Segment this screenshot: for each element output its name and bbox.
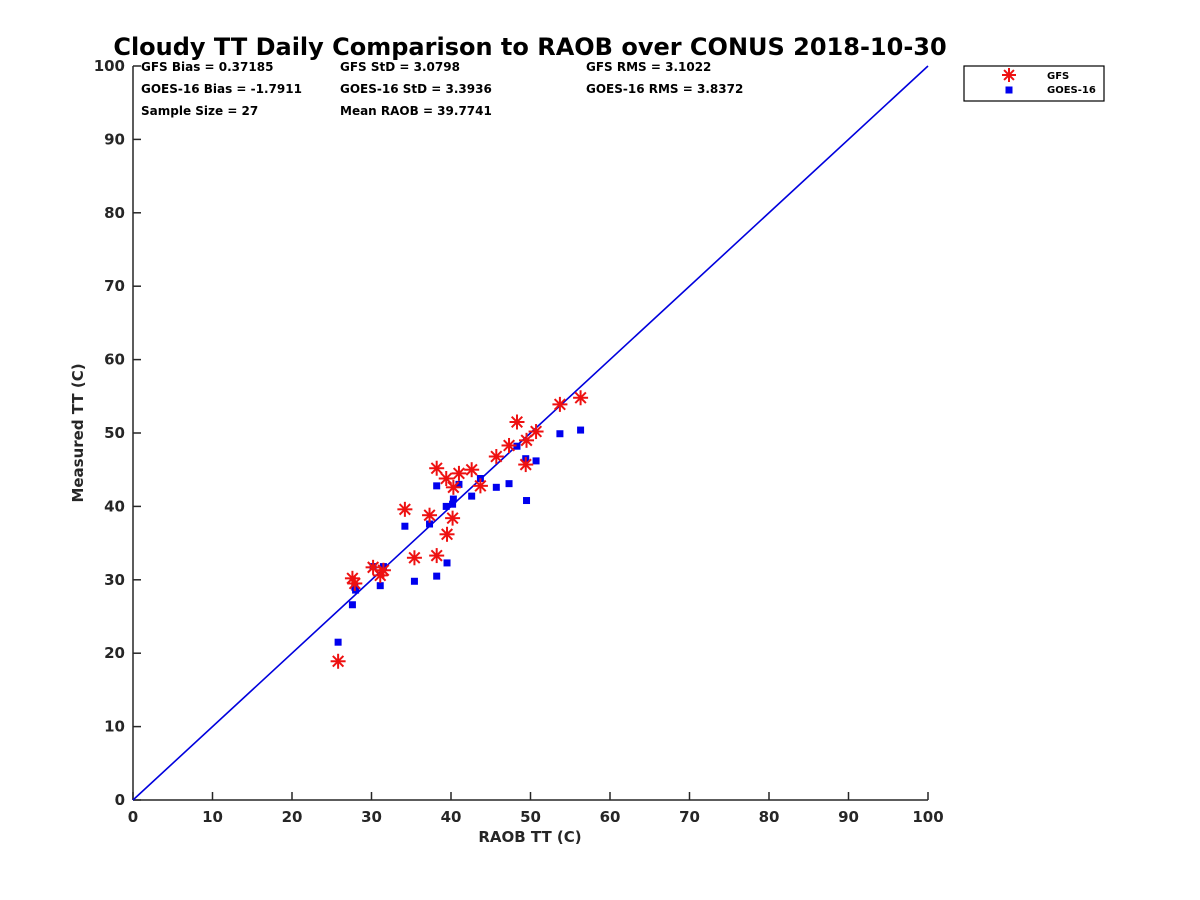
goes16-point xyxy=(455,480,463,488)
goes16-point xyxy=(492,483,500,491)
goes16-point xyxy=(556,430,564,438)
goes16-point xyxy=(443,559,451,567)
legend-marker-gfs xyxy=(1002,68,1016,82)
gfs-point xyxy=(518,457,534,473)
y-tick-label: 30 xyxy=(104,571,125,589)
gfs-point xyxy=(429,460,445,476)
goes16-point xyxy=(401,522,409,530)
one-to-one-line xyxy=(132,65,929,801)
goes16-point xyxy=(577,426,585,434)
goes16-point xyxy=(468,492,476,500)
chart-title: Cloudy TT Daily Comparison to RAOB over … xyxy=(113,33,946,61)
goes16-point xyxy=(376,582,384,590)
y-tick-label: 50 xyxy=(104,424,125,442)
goes16-point xyxy=(334,638,342,646)
gfs-point xyxy=(501,437,517,453)
gfs-point xyxy=(438,471,454,487)
goes16-point xyxy=(513,442,521,450)
goes16-point xyxy=(532,457,540,465)
goes16-point xyxy=(426,520,434,528)
x-tick-label: 60 xyxy=(600,808,621,826)
goes16-point xyxy=(505,480,513,488)
gfs-point xyxy=(406,550,422,566)
x-tick-label: 100 xyxy=(912,808,943,826)
stat-goes16-bias: GOES-16 Bias = -1.7911 xyxy=(141,82,302,96)
gfs-point xyxy=(464,462,480,478)
y-tick-label: 60 xyxy=(104,351,125,369)
stats-block: GFS Bias = 0.37185 GOES-16 Bias = -1.791… xyxy=(141,60,743,118)
y-tick-label: 10 xyxy=(104,718,125,736)
legend-label-goes16: GOES-16 xyxy=(1047,85,1096,96)
gfs-point xyxy=(509,414,525,430)
stat-gfs-std: GFS StD = 3.0798 xyxy=(340,60,460,74)
y-tick-label: 0 xyxy=(115,791,125,809)
legend-label-gfs: GFS xyxy=(1047,71,1069,82)
gfs-point xyxy=(488,448,504,464)
stat-goes16-std: GOES-16 StD = 3.3936 xyxy=(340,82,492,96)
axes: 0 10 20 30 40 50 60 70 80 90 100 0 10 20 30 40 50 60 70 80 9… xyxy=(94,57,944,826)
stat-gfs-rms: GFS RMS = 3.1022 xyxy=(586,60,711,74)
goes16-point xyxy=(523,497,531,505)
x-tick-label: 30 xyxy=(361,808,382,826)
legend-items xyxy=(1002,68,1016,94)
y-tick-label: 40 xyxy=(104,497,125,515)
x-axis-label: RAOB TT (C) xyxy=(478,828,581,846)
gfs-point xyxy=(445,510,461,526)
gfs-point xyxy=(422,507,438,523)
goes16-point xyxy=(442,502,450,510)
x-tick-label: 10 xyxy=(202,808,223,826)
legend: GFS GOES-16 xyxy=(963,65,1105,102)
y-tick-label: 80 xyxy=(104,204,125,222)
stat-mean-raob: Mean RAOB = 39.7741 xyxy=(340,104,492,118)
x-tick-label: 0 xyxy=(128,808,138,826)
gfs-point xyxy=(552,396,568,412)
gfs-point xyxy=(347,575,363,591)
stat-sample-size: Sample Size = 27 xyxy=(141,104,258,118)
gfs-point xyxy=(445,479,461,495)
stat-gfs-bias: GFS Bias = 0.37185 xyxy=(141,60,273,74)
goes16-point xyxy=(433,572,441,580)
gfs-point xyxy=(397,501,413,517)
x-tick-label: 70 xyxy=(679,808,700,826)
gfs-point xyxy=(573,390,589,406)
y-tick-label: 100 xyxy=(94,57,125,75)
x-tick-label: 40 xyxy=(441,808,462,826)
gfs-point xyxy=(528,424,544,440)
x-tick-label: 20 xyxy=(282,808,303,826)
goes16-point xyxy=(348,601,356,609)
x-tick-label: 90 xyxy=(838,808,859,826)
legend-marker-goes16 xyxy=(1005,86,1013,94)
y-tick-label: 90 xyxy=(104,130,125,148)
x-tick-label: 80 xyxy=(759,808,780,826)
y-tick-label: 20 xyxy=(104,644,125,662)
gfs-point xyxy=(451,465,467,481)
gfs-point xyxy=(439,526,455,542)
goes16-point xyxy=(449,500,457,508)
y-tick-label: 70 xyxy=(104,277,125,295)
gfs-point xyxy=(330,653,346,669)
y-axis-label: Measured TT (C) xyxy=(69,363,87,502)
gfs-point xyxy=(519,432,535,448)
x-tick-label: 50 xyxy=(520,808,541,826)
gfs-point xyxy=(375,562,391,578)
gfs-point xyxy=(472,478,488,494)
goes16-point xyxy=(410,577,418,585)
gfs-point xyxy=(429,548,445,564)
legend-box xyxy=(963,65,1105,102)
stat-goes16-rms: GOES-16 RMS = 3.8372 xyxy=(586,82,743,96)
plot-area xyxy=(132,65,929,801)
goes16-point xyxy=(449,495,457,503)
goes16-point xyxy=(433,482,441,490)
